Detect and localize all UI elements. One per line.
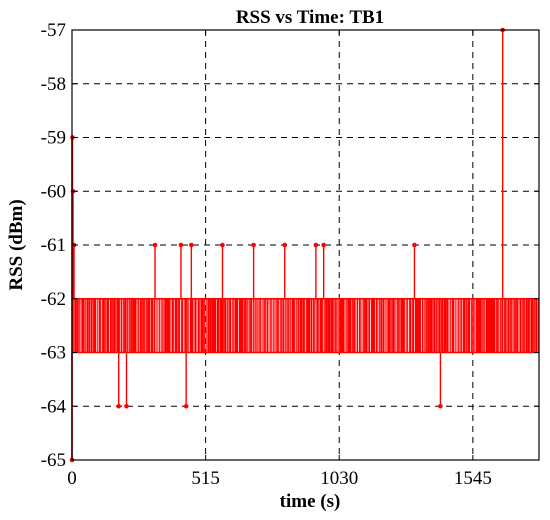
y-tick-label: -60 [41, 181, 66, 202]
grid-layer [72, 30, 539, 460]
y-tick-label: -62 [41, 289, 66, 310]
data-point [313, 242, 319, 248]
y-tick-label: -63 [41, 343, 66, 364]
data-point [124, 403, 129, 409]
y-tick-label: -64 [41, 396, 67, 417]
data-point [438, 403, 443, 409]
tick-layer: -65 -64 -63 -62 -61 -60 -59 -58 -57 0 515 1030 1545 [41, 20, 539, 489]
x-axis-label: time (s) [280, 491, 341, 512]
y-tick-label: -58 [41, 74, 66, 95]
x-tick-label: 515 [191, 468, 220, 489]
data-point [251, 242, 256, 248]
x-tick-label: 1545 [454, 468, 492, 489]
data-point [220, 242, 225, 248]
data-point [152, 242, 158, 248]
y-tick-label: -57 [41, 20, 66, 41]
data-point [189, 242, 194, 248]
y-tick-label: -65 [41, 450, 66, 471]
data-point [116, 403, 121, 409]
band-oscillation [72, 298, 540, 353]
data-point [412, 242, 417, 248]
data-point [321, 242, 326, 248]
y-axis-label: RSS (dBm) [6, 199, 27, 290]
data-point [282, 242, 288, 248]
data-point [183, 403, 189, 409]
y-tick-label: -61 [41, 235, 66, 256]
y-tick-label: -59 [41, 128, 66, 149]
x-tick-label: 0 [67, 468, 77, 489]
data-point [178, 242, 184, 248]
baseline-band-layer [72, 297, 540, 354]
chart-title: RSS vs Time: TB1 [236, 7, 384, 28]
x-tick-label: 1030 [320, 468, 358, 489]
